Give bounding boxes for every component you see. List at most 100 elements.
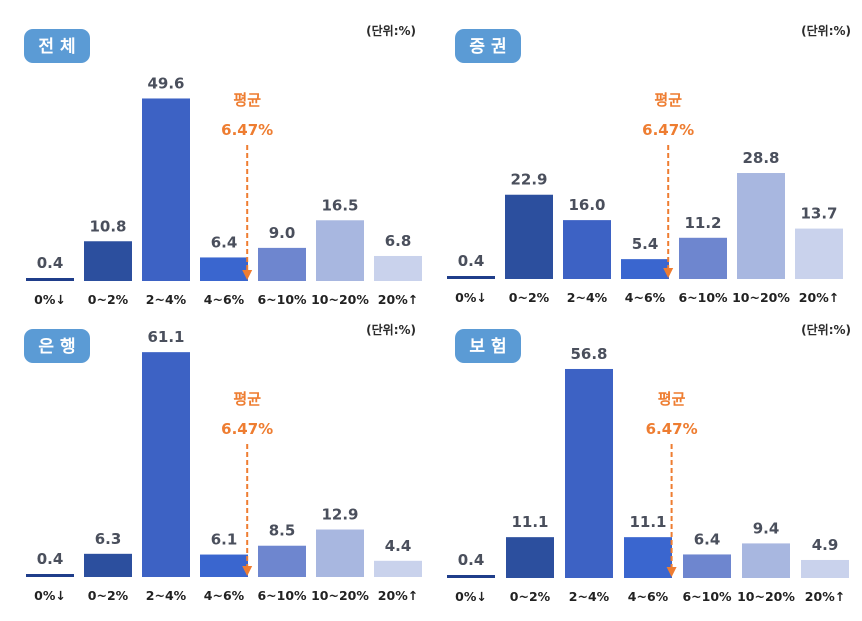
value-label: 16.5: [321, 196, 358, 214]
average-label: 평균: [233, 91, 261, 109]
chart-panel-total: 전 체 (단위:%) 0.4 0%↓ 10.8 0~2% 49.6 2~4% 6.4 4~6% 9.…: [24, 23, 422, 307]
average-label: 평균: [654, 91, 682, 109]
average-arrow-icon: [666, 567, 677, 577]
bar: [795, 228, 843, 279]
value-label: 12.9: [321, 506, 358, 524]
value-label: 6.1: [211, 531, 238, 549]
x-tick-label: 20%↑: [378, 588, 418, 603]
bar: [683, 554, 731, 578]
x-tick-label: 0%↓: [455, 589, 487, 604]
value-label: 0.4: [37, 254, 64, 272]
bar: [316, 220, 364, 281]
bar: [142, 98, 190, 281]
x-tick-label: 0~2%: [88, 588, 129, 603]
value-label: 0.4: [458, 252, 485, 270]
bar: [200, 554, 248, 577]
value-label: 5.4: [632, 235, 659, 253]
bar: [505, 194, 553, 279]
bar: [624, 537, 672, 578]
average-value: 6.47%: [221, 121, 273, 139]
title-badge: [455, 329, 521, 363]
x-tick-label: 10~20%: [732, 290, 790, 305]
x-tick-label: 4~6%: [625, 290, 666, 305]
value-label: 4.9: [812, 536, 839, 554]
bar: [447, 575, 495, 578]
x-tick-label: 4~6%: [204, 588, 245, 603]
x-tick-label: 6~10%: [257, 588, 307, 603]
bar: [374, 560, 422, 577]
title-badge: [24, 329, 90, 363]
value-label: 6.4: [694, 530, 721, 548]
average-arrow-icon: [242, 566, 253, 576]
bar: [142, 352, 190, 577]
bar: [737, 173, 785, 279]
value-label: 11.2: [684, 214, 721, 232]
bar: [742, 543, 790, 578]
value-label: 0.4: [458, 551, 485, 569]
value-label: 8.5: [269, 522, 296, 540]
bar: [26, 278, 74, 281]
unit-label: (단위:%): [801, 322, 851, 337]
unit-label: (단위:%): [366, 23, 416, 38]
value-label: 61.1: [147, 328, 184, 346]
bar: [258, 247, 306, 281]
x-tick-label: 0%↓: [455, 290, 487, 305]
bar: [565, 368, 613, 578]
average-label: 평균: [233, 390, 261, 408]
value-label: 49.6: [147, 74, 184, 92]
x-tick-label: 2~4%: [146, 588, 187, 603]
value-label: 6.4: [211, 233, 238, 251]
bar: [316, 529, 364, 577]
average-value: 6.47%: [646, 420, 698, 438]
value-label: 22.9: [510, 171, 547, 189]
title-badge: [455, 29, 521, 63]
x-tick-label: 2~4%: [569, 589, 610, 604]
x-tick-label: 2~4%: [146, 292, 187, 307]
x-tick-label: 0~2%: [509, 290, 550, 305]
x-tick-label: 2~4%: [567, 290, 608, 305]
bar: [374, 255, 422, 281]
value-label: 11.1: [629, 513, 666, 531]
x-tick-label: 4~6%: [628, 589, 669, 604]
x-tick-label: 4~6%: [204, 292, 245, 307]
value-label: 9.4: [753, 519, 780, 537]
value-label: 56.8: [570, 345, 607, 363]
value-label: 4.4: [385, 537, 412, 555]
average-arrow-icon: [242, 270, 253, 280]
chart-panel-bank: 은 행 (단위:%) 0.4 0%↓ 6.3 0~2% 61.1 2~4% 6.1 4~6% 8.5…: [24, 322, 422, 603]
x-tick-label: 6~10%: [682, 589, 732, 604]
value-label: 11.1: [511, 513, 548, 531]
chart-title: 은 행: [38, 337, 75, 357]
x-tick-label: 0~2%: [88, 292, 129, 307]
x-tick-label: 6~10%: [678, 290, 728, 305]
value-label: 6.3: [95, 530, 122, 548]
x-tick-label: 0%↓: [34, 588, 66, 603]
x-tick-label: 0%↓: [34, 292, 66, 307]
bar: [801, 559, 849, 578]
bar: [26, 574, 74, 577]
chart-panel-insurance: 보 험 (단위:%) 0.4 0%↓ 11.1 0~2% 56.8 2~4% 11.1 4~6% 6…: [447, 322, 851, 604]
unit-label: (단위:%): [366, 322, 416, 337]
unit-label: (단위:%): [801, 23, 851, 38]
x-tick-label: 0~2%: [510, 589, 551, 604]
bar: [679, 237, 727, 279]
bar: [563, 220, 611, 279]
average-value: 6.47%: [221, 420, 273, 438]
chart-title: 증 권: [469, 37, 506, 57]
chart-title: 전 체: [38, 37, 75, 57]
bar: [447, 276, 495, 279]
bar: [506, 537, 554, 578]
value-label: 6.8: [385, 232, 412, 250]
value-label: 28.8: [742, 149, 779, 167]
value-label: 13.7: [800, 205, 837, 223]
x-tick-label: 10~20%: [737, 589, 795, 604]
x-tick-label: 6~10%: [257, 292, 307, 307]
x-tick-label: 10~20%: [311, 588, 369, 603]
value-label: 16.0: [568, 196, 605, 214]
bar: [621, 259, 669, 279]
value-label: 0.4: [37, 550, 64, 568]
chart-panel-securities: 증 권 (단위:%) 0.4 0%↓ 22.9 0~2% 16.0 2~4% 5.4 4~6% 11…: [447, 23, 851, 305]
x-tick-label: 20%↑: [799, 290, 839, 305]
x-tick-label: 20%↑: [378, 292, 418, 307]
bar: [84, 553, 132, 577]
